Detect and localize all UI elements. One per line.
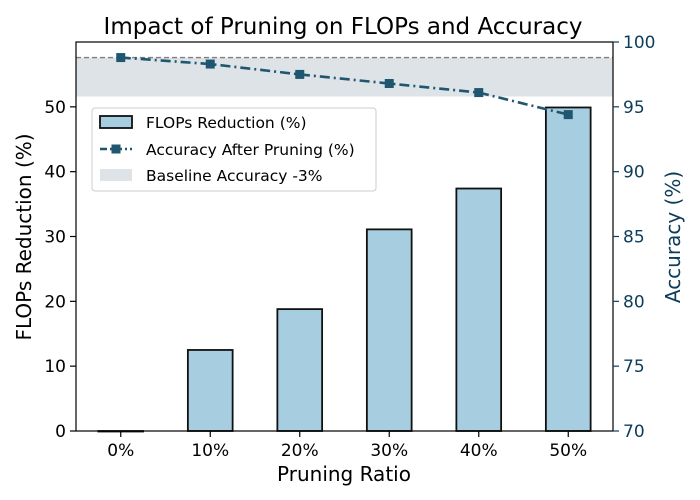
x-tick-label: 0% xyxy=(107,441,134,461)
right-tick-label: 90 xyxy=(623,163,645,183)
bar-10% xyxy=(186,349,234,432)
accuracy-point-0% xyxy=(116,53,126,63)
right-tick-label: 85 xyxy=(623,228,645,248)
x-axis-label: Pruning Ratio xyxy=(277,462,411,486)
left-tick-label: 10 xyxy=(44,357,66,377)
left-y-axis-label: FLOPs Reduction (%) xyxy=(12,133,36,340)
legend-line-marker xyxy=(111,144,121,154)
right-y-axis-label: Accuracy (%) xyxy=(661,171,685,303)
accuracy-point-10% xyxy=(205,59,215,69)
accuracy-line xyxy=(120,56,569,116)
left-y-axis: 0 10 20 30 40 50 xyxy=(44,98,76,442)
x-axis: 0% 10% 20% 30% 40% 50% xyxy=(107,431,587,461)
bar-20% xyxy=(276,308,324,432)
right-tick-label: 75 xyxy=(623,357,645,377)
x-tick-label: 40% xyxy=(460,441,498,461)
left-tick-label: 20 xyxy=(44,292,66,312)
baseline-band xyxy=(76,57,613,97)
plot-frame xyxy=(75,41,614,432)
left-tick-label: 50 xyxy=(44,98,66,118)
left-tick-label: 30 xyxy=(44,228,66,248)
right-tick-label: 95 xyxy=(623,98,645,118)
right-tick-label: 70 xyxy=(623,422,645,442)
legend-bar-label: FLOPs Reduction (%) xyxy=(146,114,307,132)
legend-line-label: Accuracy After Pruning (%) xyxy=(146,141,355,159)
legend-band-swatch xyxy=(100,169,132,181)
bar-30% xyxy=(365,228,413,432)
legend-bar-swatch xyxy=(99,115,133,129)
bar-50% xyxy=(544,106,592,432)
bar-40% xyxy=(455,187,503,432)
x-tick-label: 20% xyxy=(281,441,319,461)
accuracy-point-30% xyxy=(384,78,394,88)
legend-band-label: Baseline Accuracy -3% xyxy=(146,167,323,185)
accuracy-point-50% xyxy=(563,110,573,120)
accuracy-point-40% xyxy=(474,88,484,98)
chart-title: Impact of Pruning on FLOPs and Accuracy xyxy=(104,14,583,40)
left-tick-label: 0 xyxy=(55,422,66,442)
x-tick-label: 50% xyxy=(549,441,587,461)
plot-area xyxy=(75,41,614,433)
right-tick-label: 80 xyxy=(623,292,645,312)
left-tick-label: 40 xyxy=(44,163,66,183)
right-tick-label: 100 xyxy=(623,33,655,53)
x-tick-label: 30% xyxy=(370,441,408,461)
legend-box xyxy=(91,107,377,192)
x-tick-label: 10% xyxy=(191,441,229,461)
right-y-axis: 70 75 80 85 90 95 100 xyxy=(613,33,655,442)
accuracy-point-20% xyxy=(295,69,305,79)
legend: FLOPs Reduction (%) Accuracy After Prunin… xyxy=(91,107,377,192)
